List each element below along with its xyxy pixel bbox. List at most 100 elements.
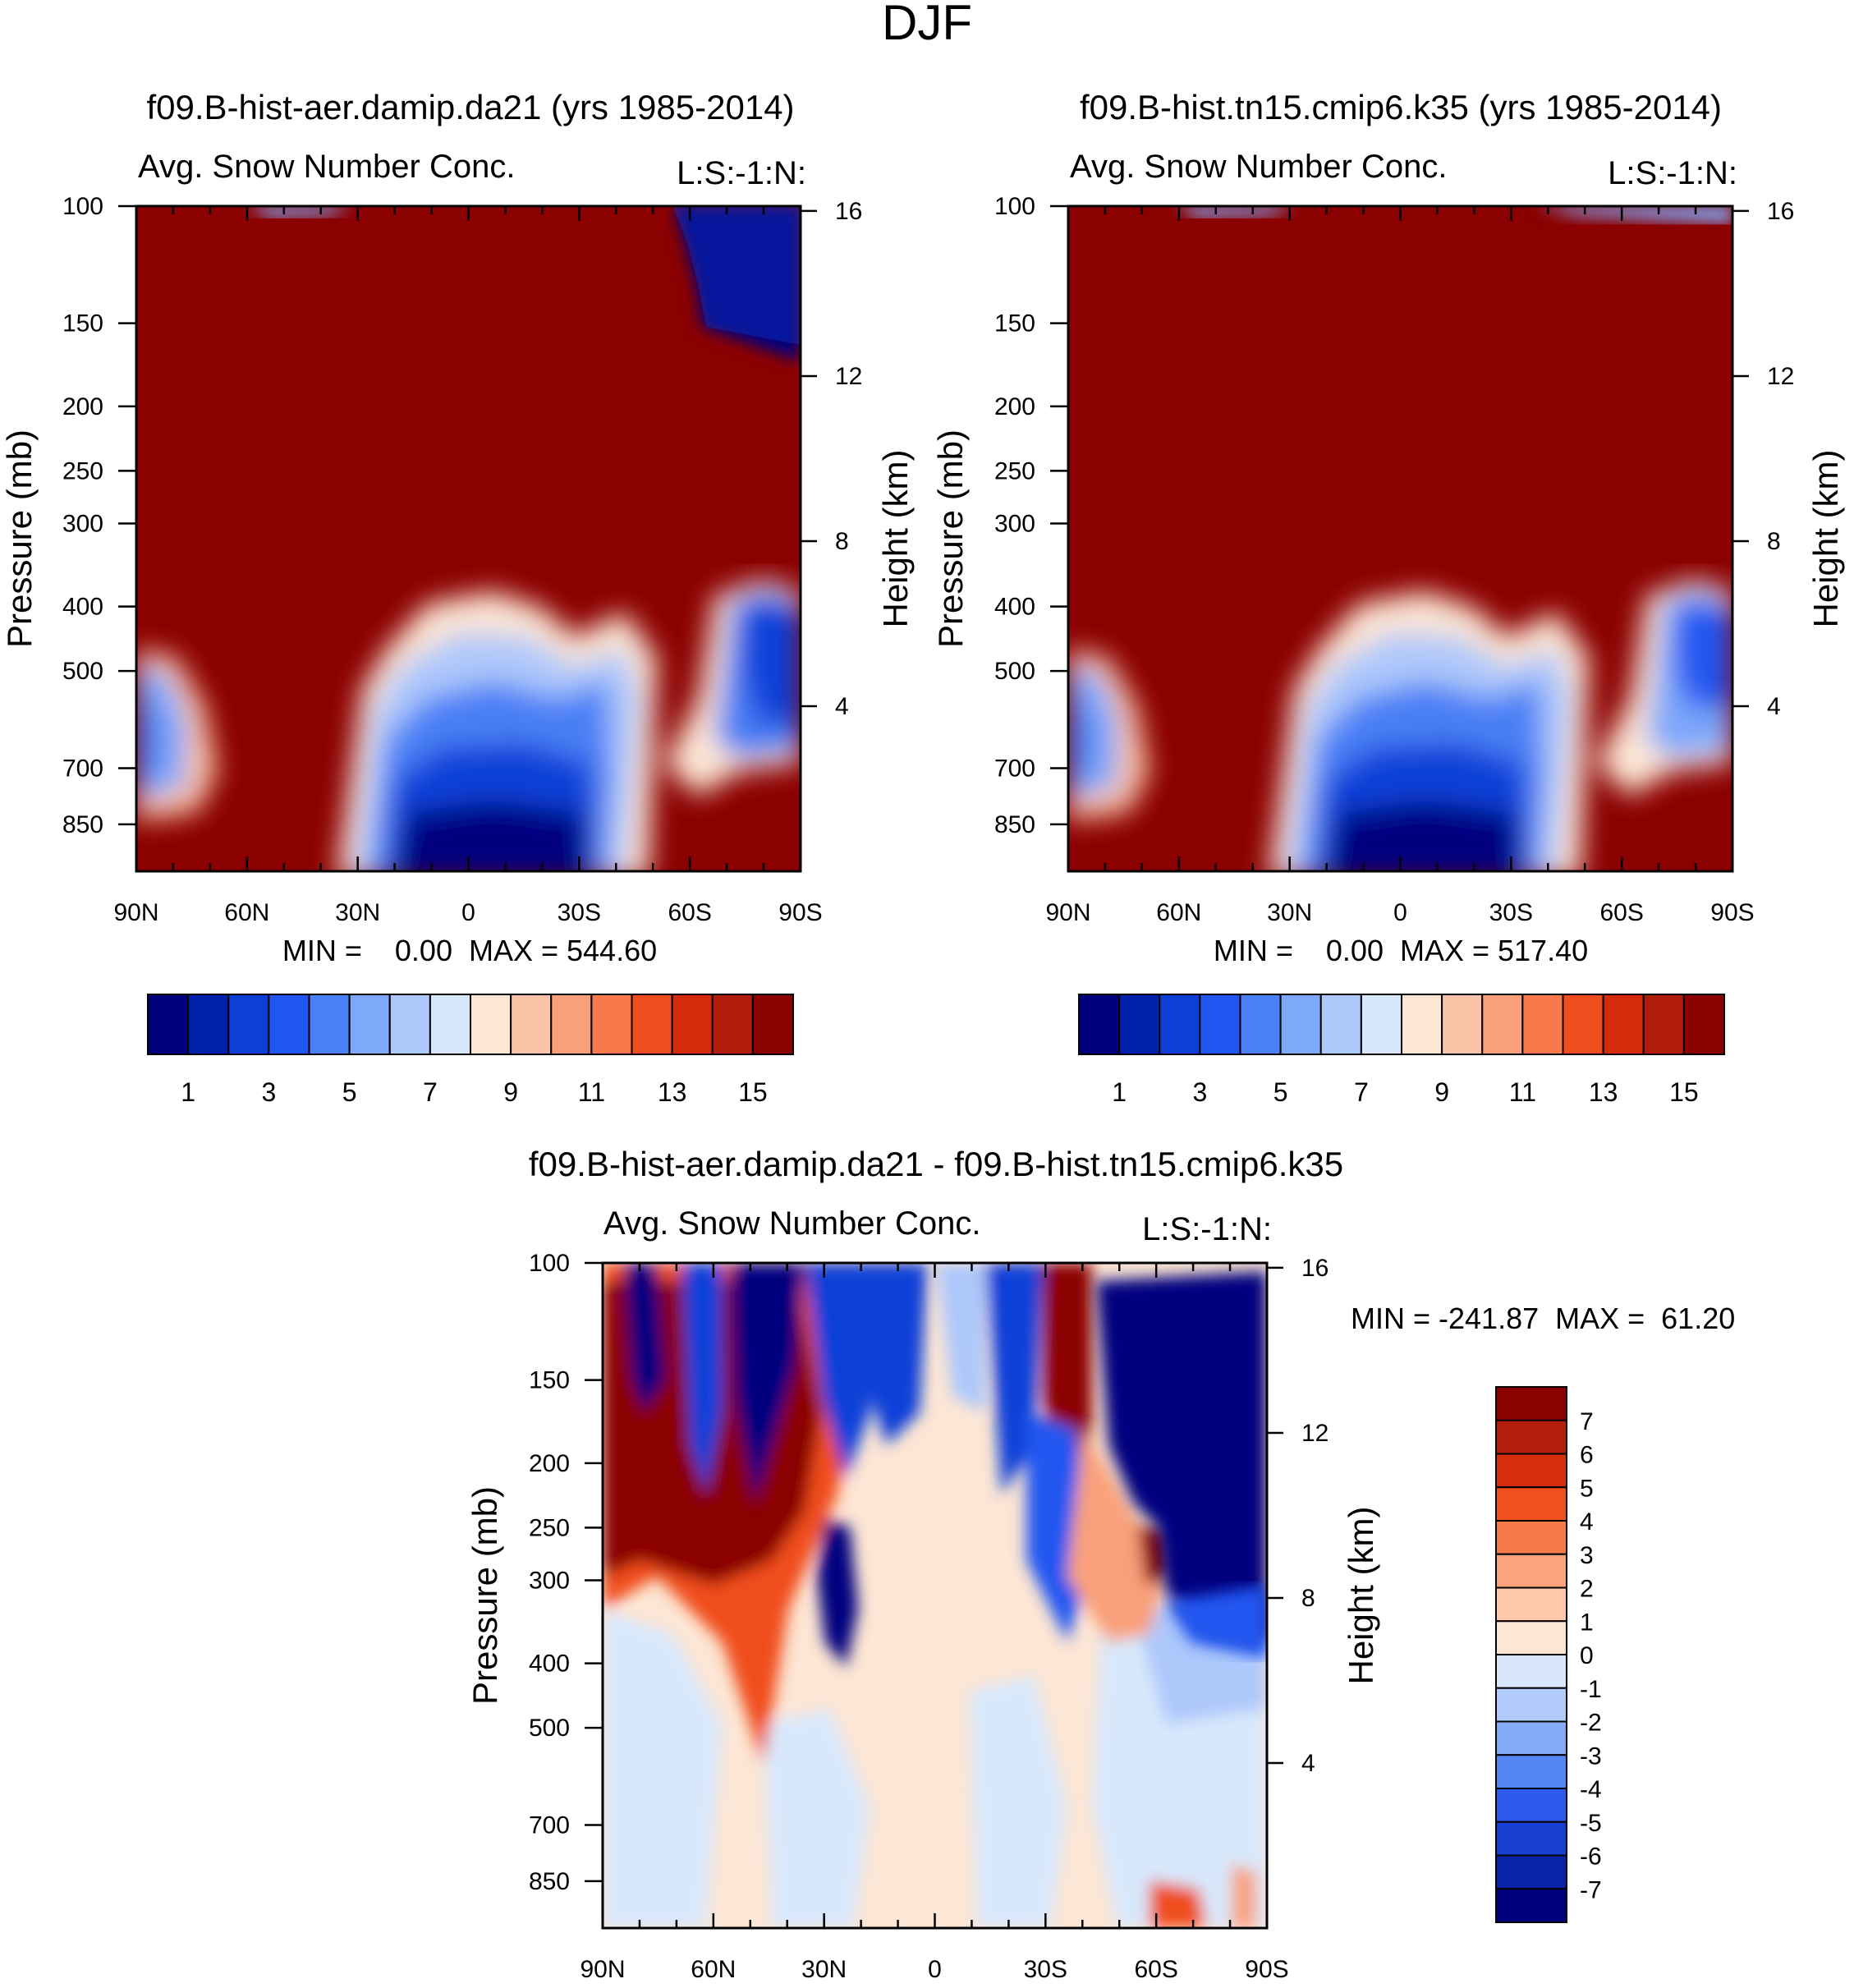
panel-right-xtick-label: 90N	[1045, 899, 1090, 926]
panel-left-colorbar-label: 9	[503, 1077, 518, 1107]
panel-diff-minmax: MIN = -241.87 MAX = 61.20	[1351, 1302, 1735, 1335]
panel-diff-colorbar-swatch	[1495, 1788, 1567, 1823]
panel-right-xtick-label: 90S	[1710, 899, 1754, 926]
page-title: DJF	[882, 0, 972, 50]
panel-diff-colorbar-swatch	[1495, 1888, 1567, 1923]
panel-right-colorbar-swatch	[1562, 994, 1604, 1055]
panel-right-xtick-label: 60N	[1156, 899, 1201, 926]
panel-diff-colorbar-swatch	[1495, 1854, 1567, 1890]
panel-diff-plot	[603, 1263, 1267, 1928]
panel-right-colorbar-swatch	[1642, 994, 1685, 1055]
panel-diff-colorbar-swatch	[1495, 1720, 1567, 1756]
panel-diff-ytick-right-label: 4	[1301, 1750, 1315, 1777]
panel-left-ytick-label: 200	[62, 393, 103, 420]
panel-right-colorbar-label: 1	[1112, 1077, 1127, 1107]
panel-right-colorbar-swatch	[1481, 994, 1524, 1055]
panel-right-ytick-label: 200	[994, 393, 1035, 420]
panel-right-colorbar-label: 9	[1434, 1077, 1449, 1107]
panel-diff-colorbar-swatch	[1495, 1453, 1567, 1489]
panel-left-ytick-label: 100	[62, 193, 103, 220]
panel-left-ytick-right-label: 16	[835, 198, 862, 225]
panel-left-xtick-label: 30S	[558, 899, 601, 926]
panel-left-title: f09.B-hist-aer.damip.da21 (yrs 1985-2014…	[146, 88, 794, 126]
panel-right-colorbar-swatch	[1199, 994, 1241, 1055]
panel-diff-subtitle-right: L:S:-1:N:	[1142, 1211, 1272, 1247]
panel-diff-colorbar-swatch	[1495, 1687, 1567, 1723]
panel-left-colorbar-label: 15	[738, 1077, 768, 1107]
panel-diff-xtick-label: 90S	[1245, 1956, 1288, 1983]
panel-diff-ylabel: Pressure (mb)	[466, 1486, 504, 1705]
panel-diff-colorbar-swatch	[1495, 1520, 1567, 1555]
panel-diff: f09.B-hist-aer.damip.da21 - f09.B-hist.t…	[466, 1145, 1735, 1930]
panel-left-colorbar-swatch	[187, 994, 230, 1055]
panel-left-axes: 90N 60N 30N 0 30S 60S 90S 100 150 200 250 300 400 500…	[62, 193, 862, 926]
panel-left-xtick-label: 60N	[224, 899, 269, 926]
panel-diff-colorbar-swatch	[1495, 1754, 1567, 1789]
panel-right-ytick-right-label: 12	[1767, 363, 1794, 390]
panel-right-colorbar-label: 3	[1192, 1077, 1207, 1107]
panel-right-ytick-label: 150	[994, 310, 1035, 337]
panel-diff-colorbar-label: -1	[1580, 1676, 1602, 1703]
panel-right-xtick-label: 0	[1393, 899, 1407, 926]
panel-right-ytick-right-label: 16	[1767, 198, 1794, 225]
panel-diff-colorbar-label: 3	[1580, 1542, 1594, 1569]
panel-left-ylabel-right: Height (km)	[876, 449, 915, 627]
panel-left-colorbar-swatch	[348, 994, 391, 1055]
panel-left-colorbar-swatch	[268, 994, 310, 1055]
panel-diff-ytick-label: 300	[529, 1567, 570, 1594]
panel-right-ylabel-right: Height (km)	[1806, 449, 1845, 627]
panel-diff-ytick-label: 400	[529, 1651, 570, 1678]
panel-left-colorbar-swatch	[470, 994, 512, 1055]
panel-right-ytick-label: 250	[994, 457, 1035, 484]
panel-left-colorbar-label: 1	[181, 1077, 195, 1107]
panel-left-ylabel: Pressure (mb)	[0, 429, 39, 648]
panel-diff-colorbar-swatch	[1495, 1586, 1567, 1623]
panel-right-xtick-label: 30S	[1489, 899, 1533, 926]
panel-right-colorbar-label: 7	[1354, 1077, 1369, 1107]
panel-diff-subtitle-left: Avg. Snow Number Conc.	[603, 1205, 980, 1242]
panel-left-colorbar-label: 11	[578, 1077, 605, 1107]
panel-right-colorbar-swatch	[1682, 994, 1725, 1055]
panel-right-colorbar-label: 15	[1669, 1077, 1699, 1107]
panel-right-minmax: MIN = 0.00 MAX = 517.40	[1214, 934, 1588, 967]
panel-right-xtick-label: 60S	[1599, 899, 1643, 926]
panel-right-colorbar-swatch	[1521, 994, 1564, 1055]
panel-diff-axes: 90N 60N 30N 0 30S 60S 90S 100 150 200 250 300 400 500…	[529, 1250, 1329, 1983]
panel-diff-xtick-label: 60S	[1134, 1956, 1177, 1983]
panel-left-ytick-label: 250	[62, 457, 103, 484]
panel-left-colorbar-swatch	[590, 994, 633, 1055]
panel-right-ytick-label: 500	[994, 658, 1035, 685]
panel-left-colorbar-swatch	[631, 994, 673, 1055]
panel-diff-ytick-label: 250	[529, 1514, 570, 1541]
panel-right-colorbar-swatch	[1602, 994, 1645, 1055]
panel-right-ytick-label: 300	[994, 510, 1035, 537]
panel-left-colorbar-swatch	[227, 994, 270, 1055]
panel-left-colorbar-swatch	[388, 994, 431, 1055]
panel-right-ytick-label: 100	[994, 193, 1035, 220]
panel-left-colorbar-swatch	[147, 994, 190, 1055]
panel-diff-colorbar-swatch	[1495, 1486, 1567, 1522]
panel-left-ytick-right-label: 12	[835, 363, 862, 390]
panel-left-plot	[136, 206, 801, 871]
panel-left-xtick-label: 30N	[335, 899, 380, 926]
panel-left: f09.B-hist-aer.damip.da21 (yrs 1985-2014…	[0, 88, 915, 967]
panel-diff-colorbar-swatch	[1495, 1820, 1567, 1857]
panel-left-xtick-label: 90N	[113, 899, 158, 926]
panel-right-colorbar-label: 13	[1589, 1077, 1618, 1107]
panel-right-ytick-label: 400	[994, 594, 1035, 621]
axes-layer: 90N 60N 30N 0 30S 60S 90S 100 150 200 250 300 400 500…	[62, 193, 1794, 1983]
panel-right-ytick-right-label: 4	[1767, 693, 1781, 720]
panel-left-colorbar: 1 3 5 7 9 11 13 15	[147, 994, 794, 1107]
panel-diff-colorbar-label: -6	[1580, 1843, 1602, 1871]
panel-left-colorbar-label: 13	[658, 1077, 687, 1107]
panel-right-colorbar-swatch	[1279, 994, 1322, 1055]
panel-diff-colorbar-label: 6	[1580, 1442, 1594, 1469]
panel-left-colorbar-label: 7	[423, 1077, 438, 1107]
panel-right-ytick-right-label: 8	[1767, 528, 1781, 555]
panel-diff-colorbar-label: 4	[1580, 1508, 1594, 1536]
panel-diff-colorbar-swatch	[1495, 1620, 1567, 1655]
panel-right-xtick-label: 30N	[1267, 899, 1312, 926]
panel-diff-colorbar-label: -2	[1580, 1710, 1602, 1737]
panel-left-ytick-label: 400	[62, 594, 103, 621]
